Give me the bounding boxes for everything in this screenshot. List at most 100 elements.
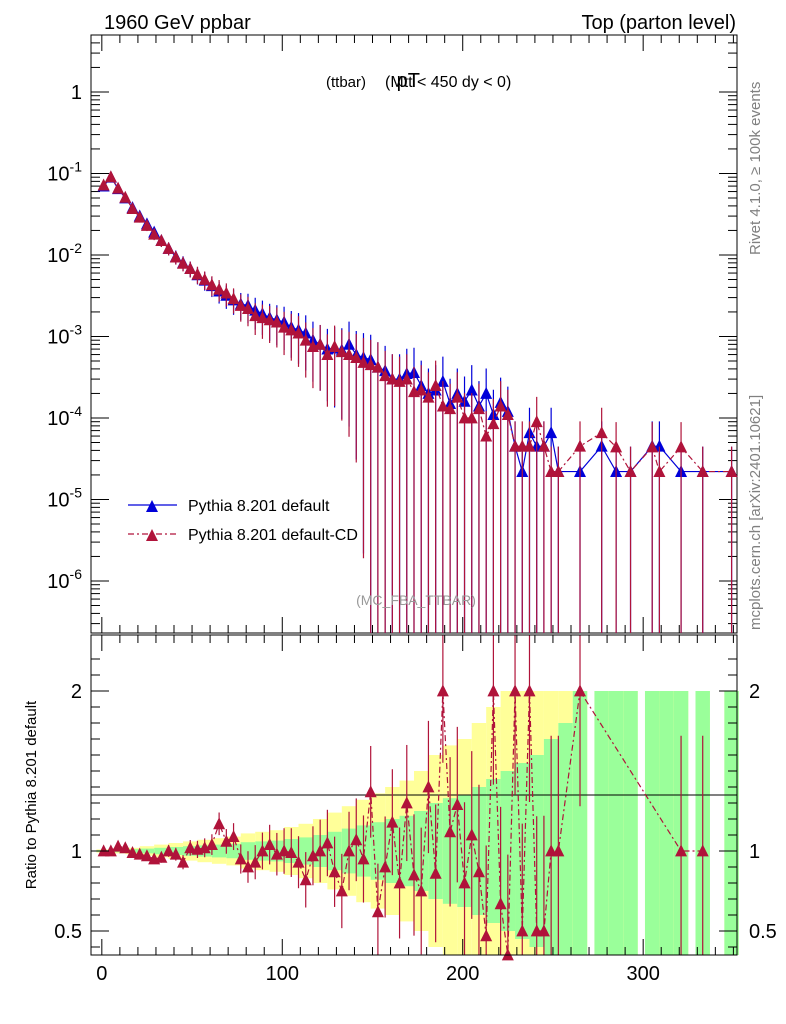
band-inner: [558, 723, 573, 955]
ratio-y-axis-label: Ratio to Pythia 8.201 default: [23, 700, 40, 889]
ratio-axis-ticks: 0.5 0.5 1 1 2 2 0 100 200 300: [54, 635, 777, 985]
ratio-data-point: [465, 828, 478, 841]
data-point: [343, 347, 356, 360]
data-point: [126, 202, 139, 215]
data-point: [119, 190, 132, 203]
data-point: [530, 415, 543, 428]
data-point: [270, 315, 283, 328]
plot-title-main: pT: [397, 70, 420, 92]
data-point: [501, 408, 514, 421]
ratio-data-point: [278, 844, 291, 857]
data-point: [104, 170, 117, 183]
plot-title-sub: (ttbar): [326, 74, 366, 91]
data-point: [299, 333, 312, 346]
ratio-data-point: [155, 850, 168, 863]
ratio-data-point: [343, 844, 356, 857]
main-y-tick-label: 10-2: [47, 240, 82, 267]
ratio-data-point: [177, 855, 190, 868]
data-point: [148, 227, 161, 240]
ratio-data-point: [162, 844, 175, 857]
data-point: [155, 234, 168, 247]
ratio-data-point: [429, 866, 442, 879]
series-line-default-cd: [103, 175, 732, 473]
ratio-data-point: [133, 847, 146, 860]
ratio-data-point: [386, 815, 399, 828]
data-point: [371, 360, 384, 373]
data-point: [465, 411, 478, 424]
ratio-data-point: [213, 817, 226, 830]
x-tick-label: 0: [96, 963, 107, 985]
band-inner: [370, 822, 386, 880]
ratio-data-point: [140, 849, 153, 862]
ratio-frame: [90, 634, 738, 956]
data-point: [436, 399, 449, 412]
ratio-data-point: [408, 868, 420, 881]
ratio-y-tick-label-right: 2: [749, 681, 760, 703]
rivet-version-label: Rivet 4.1.0, ≥ 100k events: [747, 82, 764, 255]
ratio-data-point: [494, 897, 507, 910]
data-point: [487, 417, 500, 430]
legend-marker-series-b: [146, 529, 158, 541]
ratio-data-point: [501, 948, 514, 961]
ratio-data-point: [393, 876, 406, 889]
ratio-data-point: [234, 852, 247, 865]
data-point: [595, 426, 608, 439]
ratio-y-tick-label-right: 1: [749, 841, 760, 863]
legend-entry-series-a: Pythia 8.201 default: [128, 498, 330, 515]
x-tick-label: 200: [446, 963, 479, 985]
data-point: [321, 347, 334, 360]
data-point: [386, 372, 399, 385]
data-point: [328, 340, 341, 353]
data-point: [465, 383, 478, 396]
data-point: [653, 439, 666, 452]
data-point: [472, 402, 485, 415]
legend-marker-series-a: [146, 500, 158, 512]
data-point: [112, 181, 125, 194]
x-tick-label: 300: [626, 963, 659, 985]
data-point: [205, 278, 218, 291]
data-point: [725, 464, 738, 477]
data-point: [422, 390, 435, 403]
band-inner: [623, 691, 638, 955]
series-line-default: [103, 176, 732, 473]
ratio-data-point: [458, 876, 471, 889]
data-point: [574, 439, 587, 452]
data-point: [184, 262, 197, 275]
ratio-data-point: [227, 830, 240, 842]
ratio-data-point: [357, 852, 370, 865]
band-inner: [608, 691, 624, 955]
data-point: [429, 378, 442, 391]
band-inner: [644, 691, 660, 955]
ratio-data-point: [523, 684, 536, 697]
ratio-data-point: [444, 825, 457, 838]
data-point: [97, 178, 110, 191]
ratio-data-point: [675, 844, 688, 857]
ratio-data-point: [400, 796, 413, 809]
ratio-data-point: [436, 684, 449, 697]
data-point: [646, 440, 659, 453]
band-inner: [500, 771, 516, 931]
data-point: [133, 210, 146, 223]
ratio-data-point: [306, 849, 319, 862]
ratio-data-point: [292, 855, 305, 868]
data-point: [350, 351, 363, 364]
ratio-data-point: [112, 839, 125, 852]
main-y-tick-label: 1: [71, 82, 82, 104]
ratio-data-layer: [97, 635, 709, 961]
plot-title-cut: (Mtt < 450 dy < 0): [385, 74, 511, 91]
data-point: [379, 369, 392, 382]
data-point: [227, 292, 240, 305]
data-point: [610, 440, 623, 453]
data-point: [436, 374, 449, 387]
data-point: [537, 439, 550, 452]
ratio-y-tick-label: 2: [71, 681, 82, 703]
ratio-data-point: [379, 860, 392, 873]
band-inner: [724, 691, 739, 955]
ratio-data-point: [285, 846, 298, 858]
main-y-tick-label: 10-3: [47, 321, 82, 348]
data-point: [400, 372, 413, 385]
data-point: [213, 282, 226, 295]
legend-label-series-a: Pythia 8.201 default: [188, 498, 330, 515]
ratio-data-point: [451, 798, 464, 810]
data-point: [545, 426, 558, 439]
